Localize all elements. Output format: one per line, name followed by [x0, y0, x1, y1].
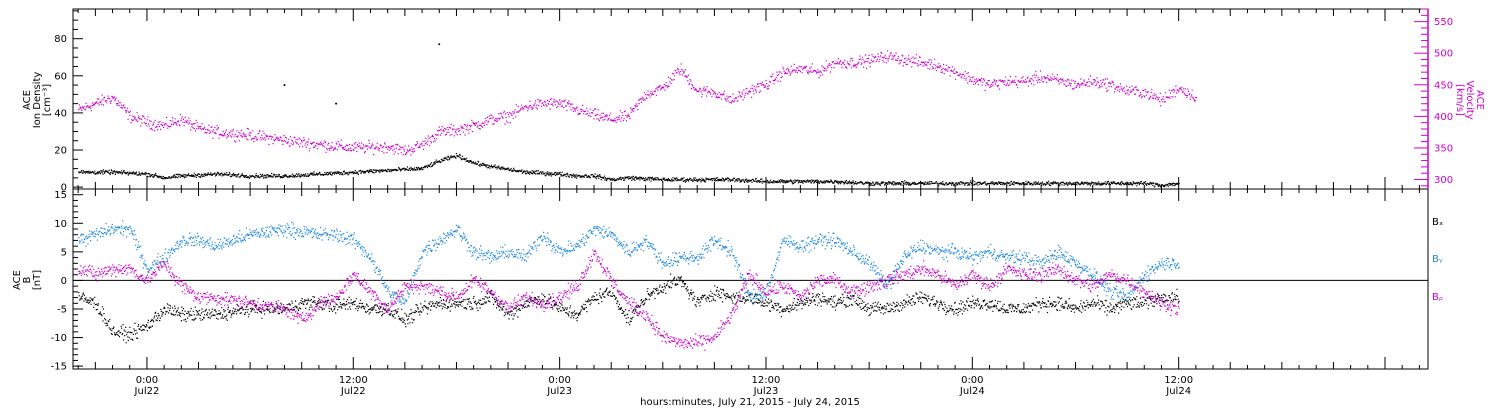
velocity-tick-label: 550	[1434, 17, 1453, 28]
velocity-tick-label: 350	[1434, 143, 1453, 154]
velocity-tick-label: 450	[1434, 80, 1453, 91]
date-tick-label: Jul22	[134, 386, 160, 397]
date-tick-label: Jul24	[959, 386, 985, 397]
b-tick-label: 15	[54, 190, 67, 201]
density-tick-label: 0	[61, 183, 67, 194]
bottom-panel-frame	[72, 188, 1429, 370]
b-tick-label: 10	[54, 219, 67, 230]
b-axis-label-line-3: [nT]	[32, 270, 43, 290]
date-tick-label: Jul24	[1165, 386, 1191, 397]
b-axis-label-line-1: ACE	[12, 270, 23, 290]
b-axis-label-line-2: B	[22, 276, 33, 283]
bz-points	[78, 249, 1180, 351]
b-tick-label: 5	[61, 247, 67, 258]
legend-bz: Bᵨ	[1432, 292, 1443, 303]
date-tick-label: Jul23	[753, 386, 779, 397]
density-points	[78, 153, 1180, 188]
date-tick-label: Jul22	[340, 386, 366, 397]
bottom-panel-data	[78, 220, 1180, 351]
bx-points	[78, 273, 1180, 344]
time-tick-label: 12:00	[752, 375, 781, 386]
density-tick-label: 40	[54, 108, 67, 119]
velocity-tick-label: 300	[1434, 175, 1453, 186]
density-tick-label: 80	[54, 34, 67, 45]
density-axis-label-line-1: ACE	[22, 90, 33, 110]
b-tick-label: -15	[51, 362, 67, 373]
time-tick-label: 12:00	[1164, 375, 1193, 386]
by-points	[78, 220, 1180, 306]
density-outlier-point	[438, 43, 441, 46]
velocity-axis-label-line-2: Velocity	[1464, 80, 1475, 119]
time-x-axis: 0:00Jul2212:00Jul220:00Jul2312:00Jul230:…	[77, 9, 1420, 397]
velocity-y-axis: 300 350 400 450 500 550	[1414, 8, 1453, 189]
density-tick-label: 20	[54, 146, 67, 157]
b-tick-label: 0	[61, 276, 67, 287]
density-outlier-point	[283, 84, 286, 87]
magnetic-field-y-axis: -15 -10 -5 0 5 10 15	[51, 190, 83, 373]
velocity-tick-label: 400	[1434, 112, 1453, 123]
date-tick-label: Jul23	[546, 386, 572, 397]
time-tick-label: 0:00	[548, 375, 570, 386]
b-tick-label: -10	[51, 333, 67, 344]
x-axis-title: hours:minutes, July 21, 2015 - July 24, …	[640, 397, 860, 408]
b-tick-label: -5	[57, 305, 67, 316]
velocity-points	[78, 50, 1197, 156]
density-y-axis: 0 20 40 60 80	[54, 10, 83, 194]
velocity-tick-label: 500	[1434, 49, 1453, 60]
density-axis-label-line-3: [cm⁻³]	[42, 84, 53, 116]
time-tick-label: 12:00	[339, 375, 368, 386]
time-tick-label: 0:00	[136, 375, 158, 386]
density-tick-label: 60	[54, 71, 67, 82]
time-tick-label: 0:00	[961, 375, 983, 386]
top-panel-data	[78, 43, 1197, 188]
top-panel-frame	[72, 8, 1429, 190]
legend-bx: Bₓ	[1432, 217, 1443, 228]
velocity-axis-label-line-3: [km/s]	[1454, 84, 1465, 116]
density-outlier-point	[335, 102, 338, 105]
density-axis-label-line-2: Ion Density	[32, 72, 43, 129]
legend-by: Bᵧ	[1432, 254, 1443, 265]
velocity-axis-label-line-1: ACE	[1474, 90, 1485, 110]
